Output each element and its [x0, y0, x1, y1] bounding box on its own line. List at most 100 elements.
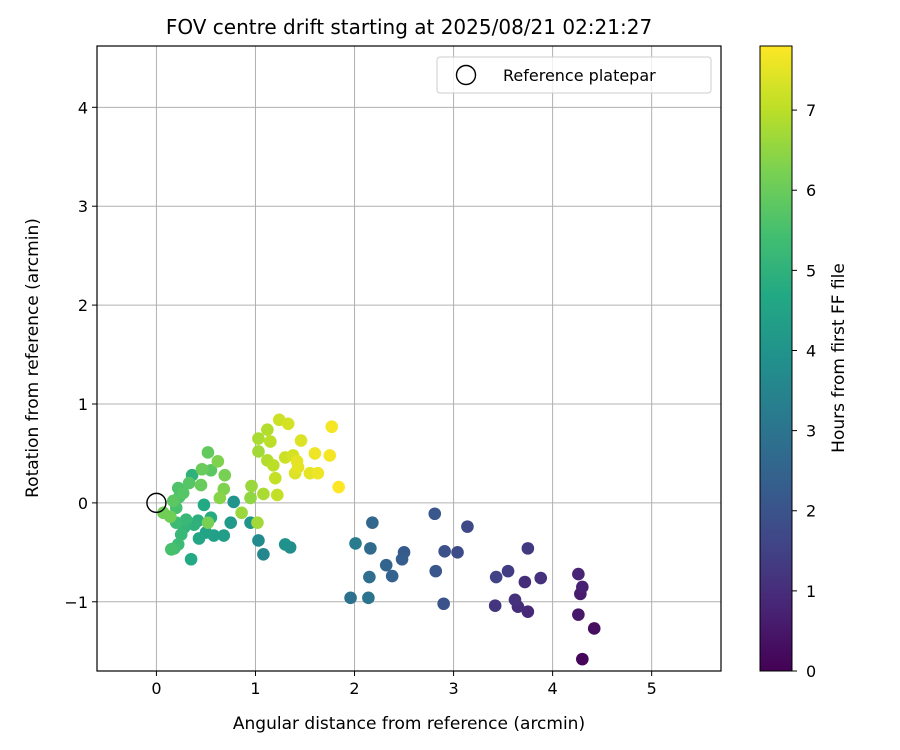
scatter-point: [176, 486, 190, 500]
scatter-point: [235, 506, 248, 520]
y-tick-label: 2: [78, 296, 88, 315]
scatter-point: [252, 534, 265, 547]
scatter-point: [451, 546, 464, 559]
scatter-point: [182, 476, 196, 490]
x-tick-label: 5: [647, 679, 657, 698]
reference-platepar-marker: [146, 492, 167, 514]
scatter-point: [438, 545, 451, 558]
y-tick-label: 0: [78, 494, 88, 513]
y-axis-label: Rotation from reference (arcmin): [23, 218, 43, 498]
colorbar-tick-label: 2: [806, 502, 816, 521]
scatter-point: [268, 471, 282, 485]
scatter-point: [164, 543, 178, 556]
scatter-point: [201, 446, 215, 459]
scatter-point: [437, 597, 450, 611]
colorbar: 0 1 2 3 4 5 6 7 Hours from first FF file: [759, 45, 849, 681]
scatter-point: [508, 593, 522, 607]
scatter-point: [363, 570, 376, 584]
scatter-point: [257, 487, 270, 501]
y-tick-label: 4: [78, 98, 88, 117]
x-axis-label: Angular distance from reference (arcmin): [233, 714, 585, 734]
plot-frame: [96, 45, 722, 672]
scatter-point: [311, 466, 325, 480]
scatter-point: [213, 491, 227, 505]
scatter-point: [325, 420, 339, 434]
colorbar-ticks: 0 1 2 3 4 5 6 7: [792, 101, 816, 681]
x-tick-label: 4: [548, 679, 558, 698]
legend: Reference platepar: [436, 56, 712, 94]
colorbar-tick-label: 6: [806, 181, 816, 200]
scatter-point: [245, 479, 258, 493]
colorbar-label: Hours from first FF file: [829, 263, 849, 453]
scatter-point: [179, 513, 193, 526]
scatter-point: [501, 564, 515, 578]
scatter-point: [281, 417, 295, 431]
x-tick-label: 1: [250, 679, 260, 698]
scatter-point: [201, 516, 215, 529]
scatter-point: [534, 571, 548, 585]
scatter-point: [428, 507, 442, 521]
scatter-point: [576, 580, 589, 594]
scatter-point: [572, 608, 585, 621]
scatter-point: [572, 567, 585, 581]
scatter-point: [166, 494, 180, 508]
scatter-point: [379, 558, 393, 572]
x-tick-label: 2: [349, 679, 359, 698]
colorbar-tick-label: 0: [806, 662, 816, 681]
scatter-point: [366, 516, 379, 529]
colorbar-tick-label: 4: [806, 341, 816, 360]
scatter-point: [489, 570, 503, 584]
scatter-point: [270, 488, 284, 502]
scatter-point: [217, 529, 231, 542]
colorbar-tick-label: 3: [806, 422, 816, 441]
scatter-point: [294, 434, 308, 447]
scatter-point: [461, 520, 474, 533]
scatter-point: [429, 564, 443, 578]
chart-title: FOV centre drift starting at 2025/08/21 …: [166, 15, 652, 39]
reference-marker-layer: [146, 492, 167, 514]
scatter-point: [224, 516, 238, 529]
scatter-points: [157, 413, 601, 666]
scatter-point: [323, 449, 337, 462]
grid: [97, 46, 721, 671]
y-tick-label: 3: [78, 197, 88, 216]
scatter-point: [195, 462, 209, 476]
scatter-point: [332, 480, 345, 494]
scatter-point: [252, 432, 265, 445]
scatter-point: [261, 423, 274, 437]
scatter-point: [264, 435, 277, 448]
scatter-point: [395, 552, 409, 566]
scatter-point: [521, 605, 535, 618]
colorbar-tick-label: 7: [806, 101, 816, 120]
scatter-point: [184, 552, 198, 566]
scatter-point: [385, 569, 399, 583]
scatter-point: [227, 495, 240, 509]
scatter-point: [291, 460, 305, 474]
scatter-point: [194, 478, 208, 492]
x-tick-label: 0: [151, 679, 161, 698]
scatter-point: [211, 455, 225, 468]
legend-marker-reference-platepar: [455, 64, 477, 86]
x-tick-label: 3: [448, 679, 458, 698]
scatter-point: [344, 591, 357, 605]
scatter-point: [521, 542, 535, 555]
y-axis-ticks: −1 0 1 2 3 4: [64, 98, 97, 612]
colorbar-tick-label: 1: [806, 582, 816, 601]
scatter-point: [587, 622, 601, 635]
colorbar-gradient: [759, 45, 793, 672]
y-tick-label: 1: [78, 395, 88, 414]
legend-entry-reference-platepar: Reference platepar: [503, 66, 656, 85]
scatter-point: [308, 447, 322, 460]
legend-box: [436, 56, 712, 94]
scatter-point: [576, 652, 589, 666]
scatter-point: [252, 445, 265, 458]
scatter-point: [251, 516, 264, 529]
y-tick-label: −1: [64, 593, 88, 612]
scatter-point: [267, 459, 280, 472]
colorbar-tick-label: 5: [806, 261, 816, 280]
scatter-point: [197, 498, 211, 512]
scatter-point: [362, 591, 375, 605]
scatter-point: [192, 532, 206, 545]
